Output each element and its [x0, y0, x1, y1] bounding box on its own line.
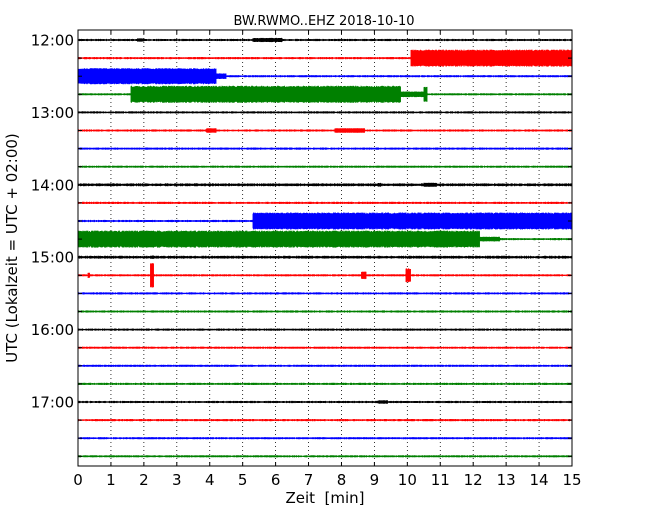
x-tick-label-14: 14 [530, 471, 549, 489]
x-tick-label-5: 5 [238, 471, 248, 489]
y-axis-label: UTC (Lokalzeit = UTC + 02:00) [3, 133, 21, 363]
y-tick-label-13:00: 13:00 [31, 104, 74, 122]
trace-1430 [77, 212, 573, 230]
trace-1245 [77, 85, 573, 103]
trace-1330 [77, 147, 573, 150]
plot-frame [77, 29, 573, 467]
trace-1345 [77, 165, 573, 168]
trace-1200 [77, 37, 573, 43]
trace-1215 [77, 49, 573, 67]
trace-1730 [77, 437, 573, 440]
trace-1715 [77, 419, 573, 422]
y-tick-label-16:00: 16:00 [31, 321, 74, 339]
trace-1615 [77, 346, 573, 349]
y-tick-label-15:00: 15:00 [31, 249, 74, 267]
x-tick-label-7: 7 [304, 471, 314, 489]
x-tick-label-10: 10 [398, 471, 417, 489]
trace-1545 [77, 310, 573, 313]
y-tick-label-17:00: 17:00 [31, 394, 74, 412]
trace-1645 [77, 382, 573, 385]
trace-1630 [77, 364, 573, 367]
x-tick-label-8: 8 [337, 471, 347, 489]
x-tick-label-11: 11 [431, 471, 450, 489]
seismic-traces [77, 37, 573, 458]
trace-1700 [77, 400, 573, 404]
chart-title: BW.RWMO..EHZ 2018-10-10 [233, 14, 414, 29]
axis-ticks: 0 1 2 3 4 5 6 7 8 9 10 11 12 13 14 1512:0013:0014:0015:… [31, 30, 582, 489]
trace-1400 [77, 182, 573, 187]
x-tick-label-3: 3 [172, 471, 182, 489]
x-tick-label-15: 15 [562, 471, 581, 489]
trace-1515 [77, 263, 573, 288]
x-axis-label: Zeit [min] [285, 489, 364, 507]
trace-1745 [77, 455, 573, 458]
x-tick-label-1: 1 [106, 471, 116, 489]
trace-1530 [77, 292, 573, 295]
trace-1230 [77, 68, 573, 85]
trace-1600 [77, 328, 573, 331]
x-tick-label-0: 0 [73, 471, 83, 489]
x-tick-label-4: 4 [205, 471, 215, 489]
x-tick-label-6: 6 [271, 471, 281, 489]
trace-1300 [77, 111, 573, 114]
trace-1315 [77, 128, 573, 133]
x-tick-label-13: 13 [497, 471, 516, 489]
x-tick-label-12: 12 [464, 471, 483, 489]
x-tick-label-2: 2 [139, 471, 149, 489]
x-tick-label-9: 9 [370, 471, 380, 489]
trace-1445 [77, 230, 573, 248]
y-tick-label-12:00: 12:00 [31, 32, 74, 50]
trace-1500 [77, 255, 573, 259]
trace-1415 [77, 201, 573, 204]
y-tick-label-14:00: 14:00 [31, 176, 74, 194]
